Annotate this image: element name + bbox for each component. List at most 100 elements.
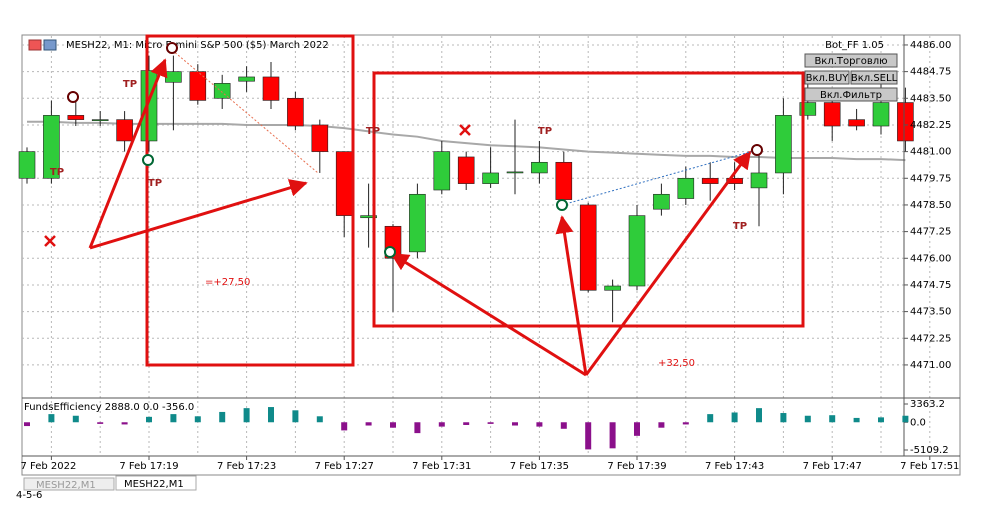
indicator-bar	[390, 422, 396, 428]
indicator-bar	[341, 422, 348, 431]
x-tick-label: 7 Feb 17:39	[607, 461, 666, 472]
tp-label: TP	[538, 126, 552, 137]
x-tick-label: 7 Feb 17:35	[510, 461, 569, 472]
candle-body	[848, 119, 865, 127]
indicator-bar	[194, 416, 201, 423]
tab[interactable]	[23, 477, 115, 491]
indicator-bar	[609, 422, 616, 449]
x-tick-label: 7 Feb 17:43	[705, 461, 764, 472]
tabs: MESH22,M1 MESH22,M1	[23, 475, 197, 491]
x-tick-label: 7 Feb 17:31	[412, 461, 471, 472]
y-tick-label: 4483.50	[910, 93, 951, 104]
candle-body	[701, 177, 719, 184]
indicator-bar	[536, 422, 543, 427]
candle-body	[165, 71, 182, 83]
button[interactable]	[804, 53, 898, 68]
indicator-bar	[268, 407, 274, 423]
plot	[18, 55, 914, 323]
indicator-bar	[658, 422, 665, 428]
candle-body	[506, 171, 524, 174]
indicator-bar	[780, 413, 787, 423]
tp-label: TP	[733, 221, 747, 232]
indicator-title: FundsEfficiency 2888.0 0.0 -356.0	[24, 402, 194, 413]
button-label[interactable]: Вкл.SELL	[851, 73, 898, 84]
tab[interactable]	[115, 475, 197, 491]
tab-label[interactable]: MESH22,M1	[124, 479, 184, 490]
indicator-bar	[292, 410, 299, 423]
button-panel: Вкл.Торговлю Вкл.BUY Вкл.SELL Вкл.Фильтр	[804, 53, 898, 102]
button[interactable]	[804, 87, 898, 102]
candle-body	[213, 83, 231, 99]
indicator-bar	[72, 415, 79, 423]
indicator-bar	[902, 415, 909, 423]
button[interactable]	[804, 70, 850, 85]
indicator-bar	[487, 422, 494, 424]
y-tick-label: 4476.00	[910, 253, 951, 264]
trade-lines	[171, 49, 758, 206]
indicator-bar	[316, 416, 323, 423]
indicator-bar	[512, 422, 518, 426]
profit-label: +32,50	[658, 358, 695, 369]
indicator-bar	[365, 422, 372, 426]
candle-body	[628, 215, 646, 287]
y-tick-label: 4472.25	[910, 333, 951, 344]
candle-body	[823, 102, 841, 127]
indicator-bar	[829, 415, 836, 423]
x-tick-label: 7 Feb 2022	[20, 461, 76, 472]
tp-label: TP	[123, 79, 137, 90]
y-tick-label: 4486.00	[910, 40, 951, 51]
indicator-bar	[707, 414, 714, 423]
tp-label: TP	[50, 167, 64, 178]
y-tick-label: 4478.50	[910, 200, 951, 211]
y-tick-label: 4477.25	[910, 227, 951, 238]
candle-body	[287, 97, 304, 127]
indicator-bar	[146, 416, 152, 423]
deal-icons	[67, 42, 763, 258]
indicator-bar	[170, 414, 177, 423]
candle-body	[897, 102, 914, 142]
indicator-bar	[634, 422, 640, 436]
y-tick-label: 0.0	[910, 417, 926, 428]
candle-body	[67, 115, 85, 120]
button-label[interactable]: Вкл.Торговлю	[814, 56, 887, 67]
candle-body	[531, 161, 548, 174]
caption: 4-5-6	[16, 490, 42, 501]
x-tick-label: 7 Feb 17:47	[803, 461, 862, 472]
indicator-bar	[97, 422, 104, 424]
y-tick-label: 4481.00	[910, 147, 951, 158]
x-tick-label: 7 Feb 17:51	[900, 461, 959, 472]
indicator-bar	[682, 422, 689, 425]
indicator-bar	[414, 422, 421, 434]
candle-body	[482, 172, 499, 184]
candle-body	[457, 156, 475, 184]
candle-body	[43, 115, 60, 179]
indicator-bar	[878, 417, 884, 423]
candle-body	[335, 151, 353, 216]
candle-body	[604, 285, 621, 291]
chart-title: MESH22, M1: Micro E-mini S&P 500 ($5) Ma…	[66, 40, 329, 51]
y-tick-label: 4471.00	[910, 360, 951, 371]
button[interactable]	[850, 70, 898, 85]
candle-body	[116, 119, 133, 142]
candle-body	[726, 177, 743, 184]
candle-body	[238, 76, 255, 82]
candle-body	[311, 124, 329, 152]
candle-body	[750, 172, 768, 189]
candle-body	[872, 102, 890, 127]
candle-body	[409, 193, 426, 253]
y-tick-label: 4479.75	[910, 173, 951, 184]
candle-body	[262, 76, 280, 101]
tab-label[interactable]: MESH22,M1	[36, 480, 96, 491]
profit-label: =+27,50	[205, 277, 250, 288]
candle-body	[360, 215, 377, 219]
indicator-bar	[560, 422, 567, 429]
button-label[interactable]: Вкл.Фильтр	[820, 90, 882, 101]
candle-body	[653, 193, 670, 210]
y-tick-label: -5109.2	[910, 445, 949, 456]
arrows	[88, 58, 752, 377]
indicator-bar	[585, 422, 592, 450]
button-label[interactable]: Вкл.BUY	[806, 73, 850, 84]
candle-body	[140, 70, 158, 142]
